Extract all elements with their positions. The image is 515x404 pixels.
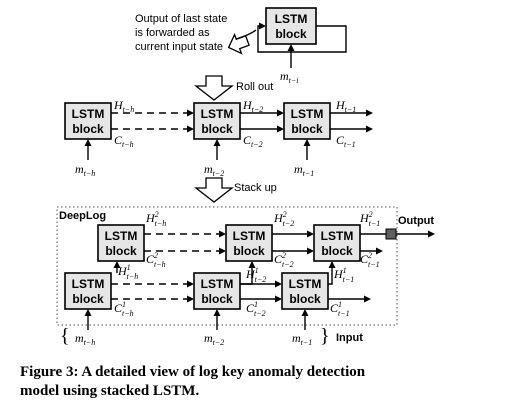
rollout-hollow-arrow-icon [194, 75, 234, 101]
stackup-label: Stack up [234, 182, 277, 194]
upper-c-label-3: C2 t−1 [360, 251, 380, 269]
lower-h-label-2: H1 t−2 [245, 266, 266, 284]
lower-block-1-label-2: block [72, 292, 104, 306]
top-input-arrowhead [287, 44, 295, 51]
rollout-input-label-2: mt−2 [204, 162, 224, 178]
rollout-h-label-3: Ht−1 [335, 98, 356, 114]
output-arrowhead [428, 230, 435, 238]
output-node [385, 228, 397, 240]
caption-line-2: model using stacked LSTM. [20, 383, 199, 399]
lower3-to-upper3-arrowhead [328, 261, 336, 268]
rollout-c-label-1: Ct−h [114, 133, 134, 149]
rollout-block-1-label-1: LSTM [72, 107, 105, 121]
rollout-label: Roll out [236, 81, 273, 93]
rollout-input-arrowhead-3 [303, 139, 311, 146]
lower2-to-upper2-arrowhead [248, 261, 256, 268]
rollout-block-3-label-2: block [291, 122, 323, 136]
lower-h-label-3: H1 t−1 [333, 266, 354, 284]
rollout-block-1-label-2: block [72, 122, 104, 136]
top-lstm-label-2: block [275, 27, 307, 41]
stack-input-arrowhead-1 [84, 309, 92, 316]
stack-input-label-1: mt−h [75, 331, 95, 347]
upper-block-2 [225, 224, 273, 262]
upper-block-3 [313, 224, 361, 262]
rollout-block-3 [283, 102, 331, 140]
upper-block-3-label-1: LSTM [321, 229, 354, 243]
upper-h-label-3: H2 t−1 [359, 210, 380, 228]
output-label: Output [398, 215, 434, 227]
lower-c-out-arrowhead [364, 295, 371, 303]
top-lstm-block [265, 7, 317, 45]
input-right-brace: } [320, 325, 330, 347]
lower-c-label-3: C1 t−1 [330, 300, 350, 318]
lower2-to-upper2 [240, 266, 253, 285]
lower1-to-upper1-arrowhead [113, 261, 121, 268]
input-left-brace: { [60, 325, 70, 347]
upper-h-label-2: H2 t−2 [273, 210, 294, 228]
rollout-h-label-2: Ht−2 [242, 98, 263, 114]
rollout-block-2-label-2: block [201, 122, 233, 136]
upper-block-1 [97, 224, 145, 262]
top-input-label: mt−i [280, 69, 299, 85]
lower-block-1-label-1: LSTM [72, 277, 105, 291]
lower-c-label-1: C1 t−h [114, 300, 134, 318]
upper-h-arrowhead-1 [219, 230, 226, 238]
upper-c-arrowhead-2 [307, 247, 314, 255]
rollout-h-arrowhead-1 [187, 109, 194, 117]
rollout-c-label-2: Ct−2 [243, 133, 263, 149]
input-label: Input [336, 332, 363, 344]
upper-block-1-label-2: block [105, 244, 137, 258]
upper-block-1-label-1: LSTM [105, 229, 138, 243]
rollout-h-label-1: Ht−h [113, 98, 134, 114]
note-line-2: is forwarded as [135, 27, 210, 39]
lower-block-3-label-1: LSTM [289, 277, 322, 291]
upper-block-3-label-2: block [321, 244, 353, 258]
lower-block-3-label-2: block [289, 292, 321, 306]
rollout-h-arrowhead-2 [277, 109, 284, 117]
recurrence-arrowhead [259, 22, 266, 30]
rollout-c-out-arrowhead [366, 125, 373, 133]
recurrence-loop [257, 25, 347, 53]
rollout-input-arrowhead-2 [213, 139, 221, 146]
upper-h-arrowhead-2 [307, 230, 314, 238]
note-line-1: Output of last state [135, 13, 227, 25]
lower-h-arrowhead-1 [187, 280, 194, 288]
upper-c-label-2: C2 t−2 [274, 251, 294, 269]
lower-block-2-label-2: block [201, 292, 233, 306]
upper-c-arrowhead-1 [219, 247, 226, 255]
rollout-h-out-arrowhead [366, 109, 373, 117]
upper-block-2-label-1: LSTM [233, 229, 266, 243]
note-line-3: current input state [135, 41, 223, 53]
lower-h-arrowhead-2 [275, 280, 282, 288]
stack-input-arrowhead-3 [301, 309, 309, 316]
rollout-c-arrowhead-2 [277, 125, 284, 133]
stack-input-label-2: mt−2 [204, 331, 224, 347]
stack-input-label-3: mt−1 [292, 331, 312, 347]
stack-input-arrowhead-2 [213, 309, 221, 316]
top-lstm-label-1: LSTM [275, 12, 308, 26]
lower-h-label-1: H1 t−h [117, 263, 138, 281]
lower-block-2-label-1: LSTM [201, 277, 234, 291]
upper-h-label-1: H2 t−h [145, 210, 166, 228]
rollout-block-3-label-1: LSTM [291, 107, 324, 121]
lower-c-arrowhead-1 [187, 295, 194, 303]
deeplog-frame [56, 206, 398, 326]
caption-line-1: Figure 3: A detailed view of log key ano… [20, 364, 366, 380]
upper-c-out-arrowhead [376, 247, 383, 255]
lower-c-arrowhead-2 [275, 295, 282, 303]
lower-c-label-2: C1 t−2 [246, 300, 266, 318]
upper-c-label-1: C2 t−h [146, 251, 166, 269]
upper-block-2-label-2: block [233, 244, 265, 258]
rollout-input-arrowhead-1 [84, 139, 92, 146]
rollout-block-2-label-1: LSTM [201, 107, 234, 121]
stackup-hollow-arrow-icon [194, 177, 234, 203]
rollout-input-label-1: mt−h [75, 162, 95, 178]
rollout-c-arrowhead-1 [187, 125, 194, 133]
lower3-to-upper3 [328, 266, 333, 285]
rollout-c-label-3: Ct−1 [336, 133, 356, 149]
deeplog-title: DeepLog [59, 210, 106, 222]
rollout-input-label-3: mt−1 [294, 162, 314, 178]
note-hollow-arrow-icon [227, 32, 250, 55]
